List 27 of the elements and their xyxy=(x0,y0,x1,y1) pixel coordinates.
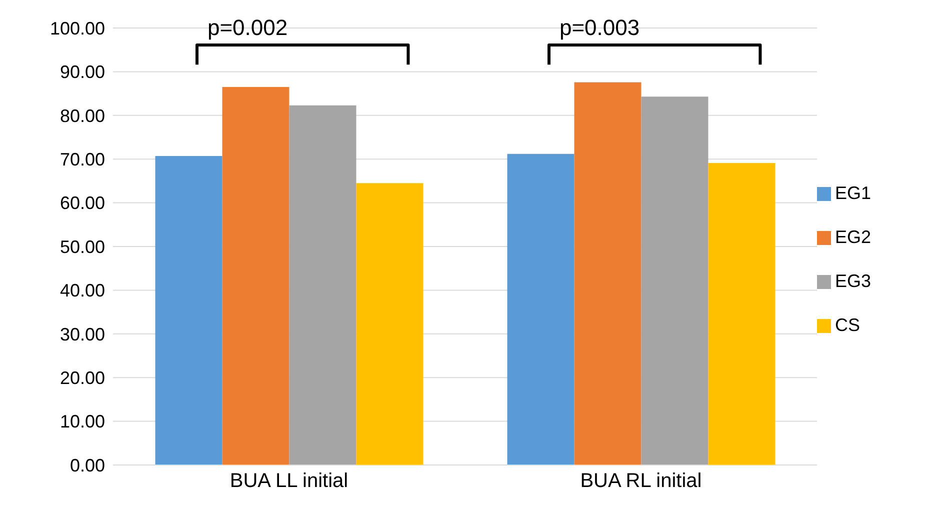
annotation: p=0.003 xyxy=(559,15,640,42)
y-tick-label: 100.00 xyxy=(50,18,105,38)
y-tick-label: 60.00 xyxy=(60,193,105,214)
annotation: p=0.002 xyxy=(207,15,288,42)
bar xyxy=(574,82,642,465)
y-tick-label: 40.00 xyxy=(60,280,105,301)
x-tick-label: BUA RL initial xyxy=(580,470,702,492)
bar xyxy=(356,183,424,465)
legend-label: EG1 xyxy=(835,183,872,203)
y-tick-label: 30.00 xyxy=(60,324,105,344)
legend-label: EG2 xyxy=(835,227,872,247)
y-tick-label: 20.00 xyxy=(60,368,105,388)
legend-label: EG3 xyxy=(835,271,872,291)
y-tick-label: 90.00 xyxy=(60,62,105,82)
y-tick-label: 70.00 xyxy=(60,149,105,170)
bar xyxy=(507,154,574,465)
bar xyxy=(708,163,776,465)
bar xyxy=(155,156,222,465)
y-tick-label: 10.00 xyxy=(60,412,105,432)
y-tick-label: 0.00 xyxy=(70,455,105,476)
y-tick-label: 50.00 xyxy=(60,236,105,257)
y-tick-label: 80.00 xyxy=(60,106,105,126)
bar xyxy=(289,105,356,465)
bar xyxy=(641,96,708,465)
x-tick-label: BUA LL initial xyxy=(230,470,348,492)
bar xyxy=(222,86,290,465)
legend-label: CS xyxy=(835,315,860,335)
